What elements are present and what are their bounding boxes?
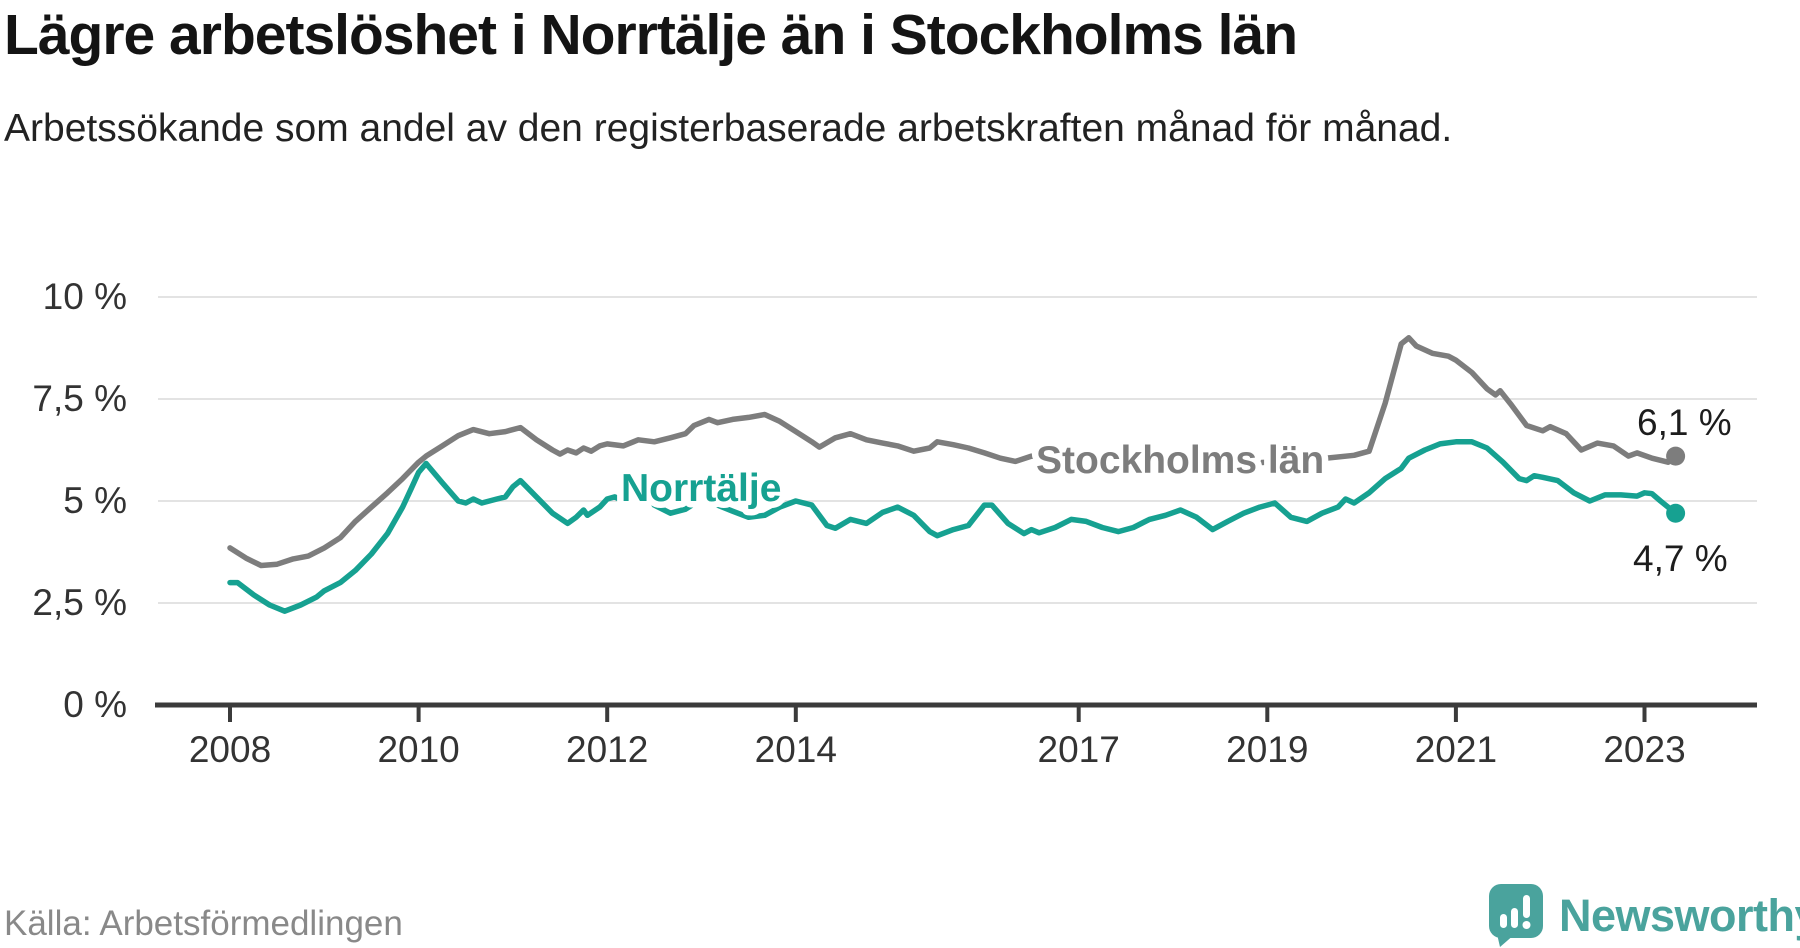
x-tick-label: 2023 — [1603, 729, 1686, 770]
y-tick-label: 10 % — [42, 276, 127, 317]
y-tick-label: 2,5 % — [32, 582, 127, 623]
page-subtitle: Arbetssökande som andel av den registerb… — [4, 107, 1453, 150]
y-tick-label: 5 % — [63, 480, 127, 521]
gridlines — [158, 296, 1757, 604]
x-tick-label: 2008 — [188, 729, 272, 770]
end-dots — [1666, 446, 1686, 523]
y-tick-label: 7,5 % — [32, 378, 127, 419]
y-tick-label: 0 % — [63, 684, 127, 725]
x-axis — [155, 702, 1757, 722]
x-tick-label: 2021 — [1414, 729, 1498, 770]
x-tick-label: 2010 — [377, 729, 460, 770]
data-line-stockholm — [227, 335, 1679, 569]
x-tick-label: 2012 — [566, 729, 649, 770]
end-dot-stockholm — [1666, 446, 1686, 466]
newsworthy-logo: Newsworthy — [1489, 884, 1800, 948]
brand-name: Newsworthy — [1559, 890, 1800, 941]
end-value-label-norrtalje: 4,7 % — [1633, 538, 1728, 579]
source-note: Källa: Arbetsförmedlingen — [4, 904, 403, 943]
newsworthy-chart-bubble-icon — [1489, 884, 1543, 947]
x-tick-label: 2017 — [1037, 729, 1120, 770]
data-line-norrtalje — [227, 439, 1679, 614]
end-value-label-stockholm: 6,1 % — [1637, 402, 1732, 443]
end-dot-norrtalje — [1666, 503, 1686, 523]
series-label-norrtalje: Norrtälje — [621, 467, 781, 510]
x-tick-label: 2019 — [1226, 729, 1309, 770]
page-title: Lägre arbetslöshet i Norrtälje än i Stoc… — [4, 3, 1298, 67]
x-tick-label: 2014 — [754, 729, 837, 770]
data-lines — [227, 335, 1679, 614]
series-label-stockholm: Stockholms län — [1036, 439, 1324, 482]
